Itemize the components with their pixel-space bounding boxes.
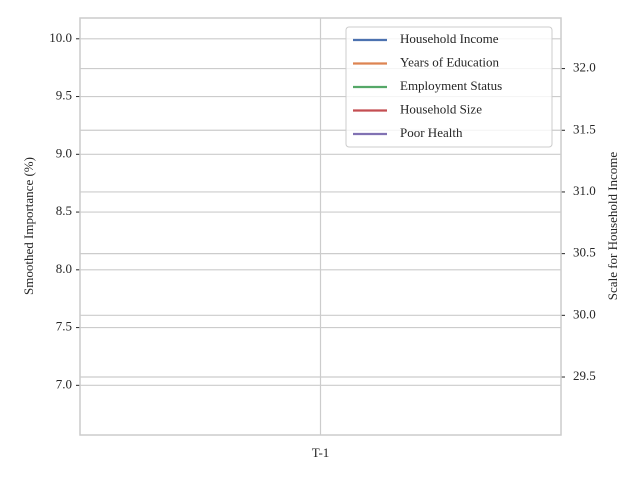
y-tick-label: 7.0 xyxy=(56,376,72,391)
legend-label: Poor Health xyxy=(400,125,463,140)
y-axis-label: Smoothed Importance (%) xyxy=(21,157,36,295)
y2-tick-label: 30.0 xyxy=(573,306,596,321)
y2-tick-label: 31.5 xyxy=(573,121,596,136)
y2-tick-label: 30.5 xyxy=(573,245,596,260)
legend-label: Years of Education xyxy=(400,54,500,69)
y-tick-label: 9.0 xyxy=(56,145,72,160)
y-tick-label: 10.0 xyxy=(49,30,72,45)
legend-box xyxy=(345,26,553,148)
y-tick-label: 7.5 xyxy=(56,319,72,334)
y2-tick-label: 31.0 xyxy=(573,183,596,198)
y-tick-label: 8.0 xyxy=(56,261,72,276)
y-tick-label: 8.5 xyxy=(56,203,72,218)
legend-label: Employment Status xyxy=(400,78,502,93)
plot-frame xyxy=(79,17,562,436)
y2-tick-label: 29.5 xyxy=(573,368,596,383)
y-tick-label: 9.5 xyxy=(56,88,72,103)
legend-label: Household Income xyxy=(400,31,499,46)
y2-tick-label: 32.0 xyxy=(573,60,596,75)
y2-axis-label: Scale for Household Income xyxy=(605,152,620,301)
x-tick-label: T-1 xyxy=(312,445,330,460)
legend-label: Household Size xyxy=(400,101,482,116)
